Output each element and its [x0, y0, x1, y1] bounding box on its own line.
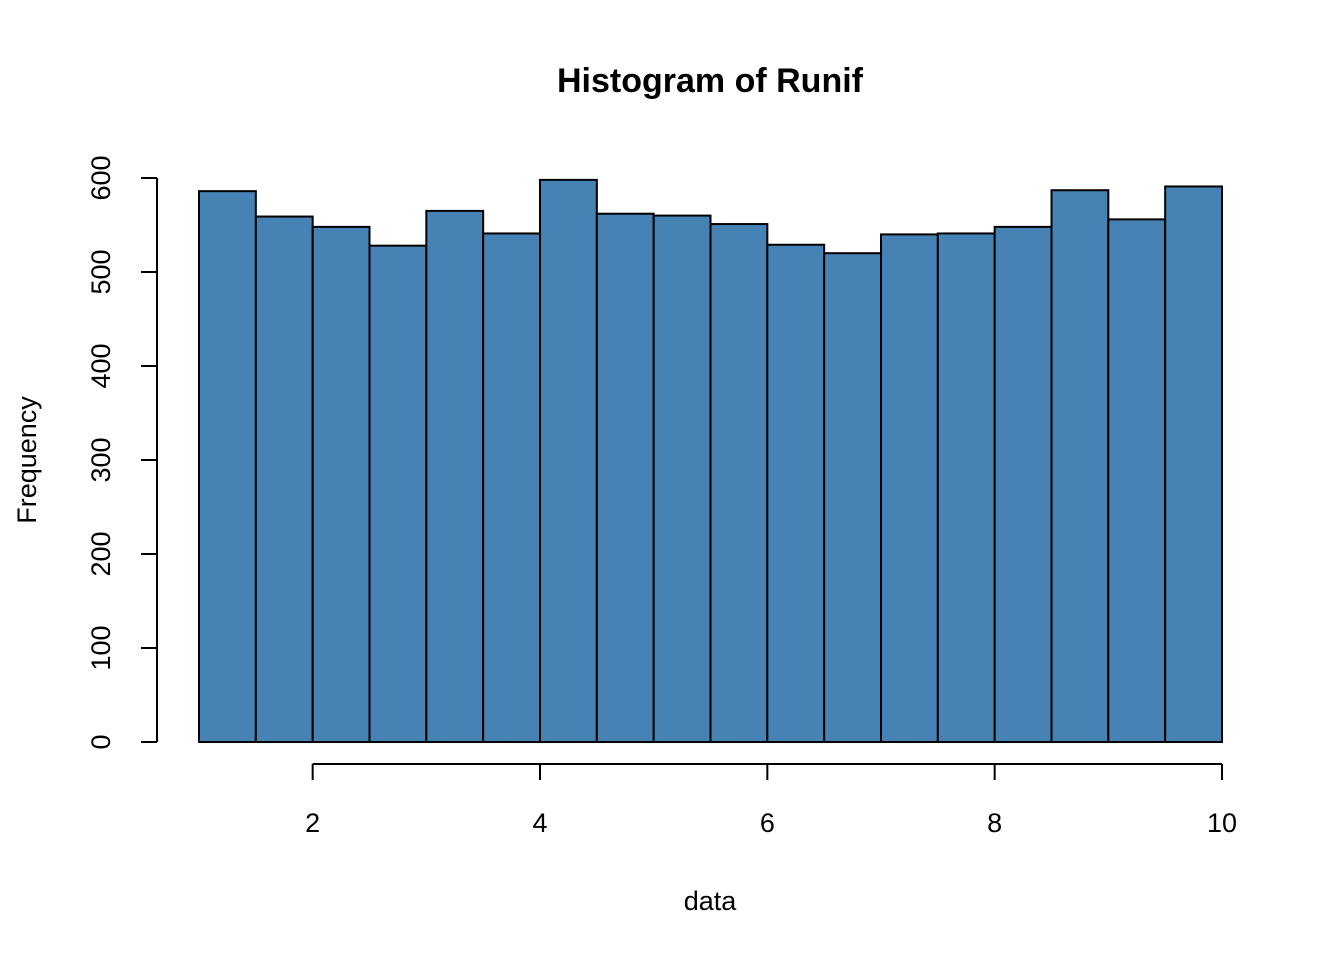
histogram-bar — [709, 223, 769, 743]
x-axis-label: data — [684, 886, 738, 916]
histogram-bar — [1050, 189, 1110, 744]
y-tick-label: 500 — [86, 249, 116, 294]
histogram-bar — [823, 252, 883, 743]
histogram-bar — [425, 209, 485, 743]
histogram-bar — [254, 215, 314, 744]
y-tick-label: 600 — [86, 155, 116, 200]
y-tick-label: 0 — [86, 734, 116, 749]
x-tick-label: 10 — [1207, 808, 1237, 838]
x-tick-label: 8 — [987, 808, 1002, 838]
y-tick-label: 200 — [86, 531, 116, 576]
histogram-bar — [368, 244, 428, 743]
y-tick-label: 300 — [86, 437, 116, 482]
x-tick-label: 6 — [760, 808, 775, 838]
histogram-bar — [311, 225, 371, 743]
x-axis: 2 4 6 8 10 — [305, 763, 1237, 838]
histogram-bar — [595, 212, 655, 744]
bars-group — [198, 178, 1223, 744]
histogram-bar — [993, 225, 1053, 743]
histogram-bar — [1164, 185, 1223, 743]
chart-title: Histogram of Runif — [557, 62, 864, 100]
x-tick-label: 4 — [532, 808, 547, 838]
histogram-bar — [652, 214, 712, 744]
histogram-bar — [1107, 218, 1167, 744]
histogram-bar — [198, 190, 257, 744]
y-tick-label: 100 — [86, 625, 116, 670]
histogram-bar — [539, 178, 598, 743]
histogram-bar — [482, 232, 541, 744]
histogram-bar — [936, 232, 996, 744]
y-tick-label: 400 — [86, 343, 116, 388]
histogram-bar — [880, 233, 939, 743]
histogram-bar — [766, 243, 826, 744]
y-axis-label: Frequency — [12, 396, 42, 524]
y-axis: 0 100 200 300 400 500 600 — [86, 155, 158, 750]
x-tick-label: 2 — [305, 808, 320, 838]
